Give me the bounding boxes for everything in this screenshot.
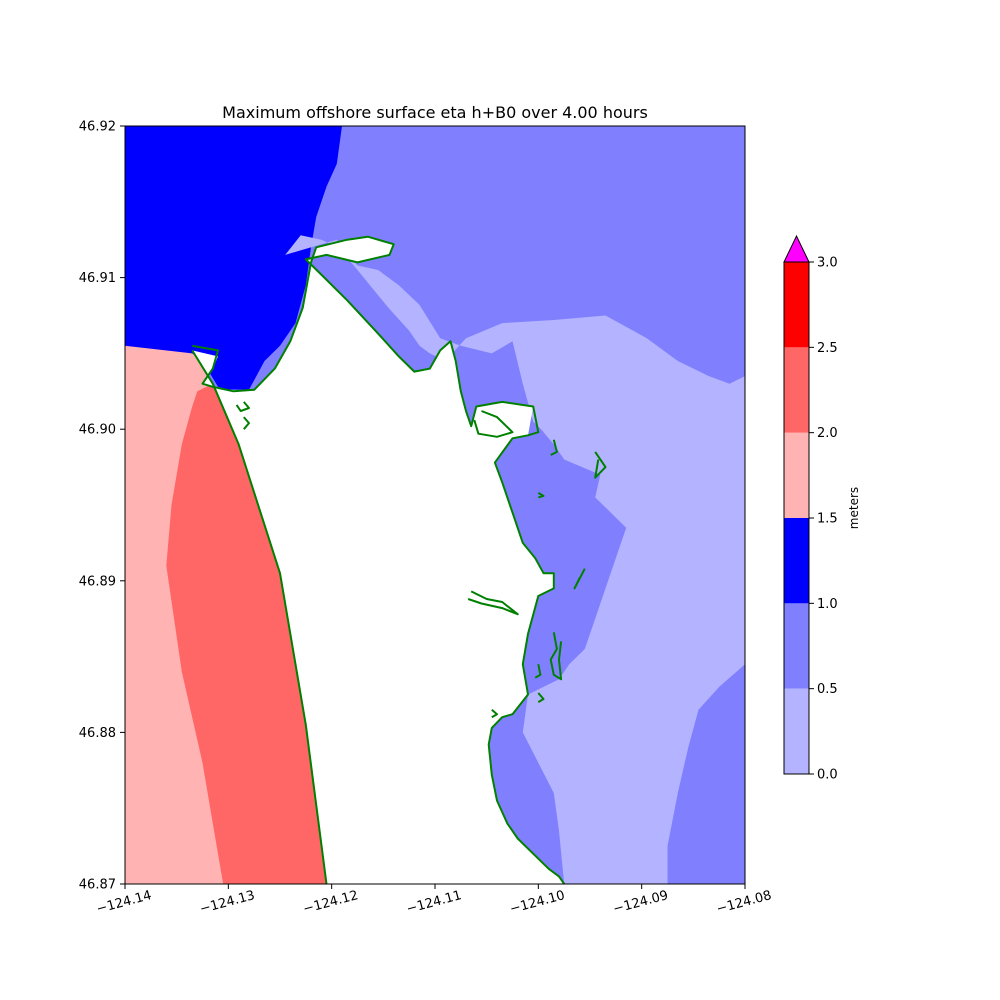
- shoreline-segment-7: [550, 439, 558, 456]
- y-tick-label: 46.87: [79, 878, 116, 893]
- shoreline-segment-9: [573, 568, 586, 590]
- y-tick-label: 46.88: [79, 726, 116, 741]
- y-tick-label: 46.92: [79, 120, 116, 135]
- y-tick-label: 46.91: [79, 271, 116, 286]
- x-tick-label: −124.12: [302, 888, 360, 917]
- x-tick-label: −124.08: [715, 888, 773, 917]
- colorbar-tick-label: 0.5: [817, 682, 838, 697]
- colorbar: 0.0 0.5 1.0 1.5 2.0 2.5 3.0: [783, 234, 838, 783]
- colorbar-segment: [784, 603, 809, 689]
- shoreline-segment-4: [235, 401, 250, 412]
- shoreline-contour: [191, 235, 607, 884]
- colorbar-tick-label: 0.0: [817, 768, 838, 783]
- shoreline-segment-6: [537, 492, 545, 499]
- shoreline-segment-10: [549, 632, 563, 681]
- colorbar-tick-label: 2.0: [817, 426, 838, 441]
- colorbar-label: meters: [847, 487, 861, 529]
- x-tick-label: −124.10: [508, 888, 566, 917]
- region-bay-dark-blue: [125, 126, 342, 392]
- colorbar-segment: [784, 347, 809, 433]
- shoreline-segment-12: [491, 708, 498, 719]
- shoreline-segment-2: [473, 410, 514, 438]
- colorbar-extend-arrow: [783, 234, 810, 263]
- y-axis: 46.87 46.88 46.89 46.90 46.91 46.92: [79, 120, 125, 893]
- region-ocean-red: [166, 383, 327, 884]
- chart-title: Maximum offshore surface eta h+B0 over 4…: [222, 103, 648, 122]
- map-regions: [125, 126, 745, 884]
- shoreline-segment-13: [534, 664, 542, 679]
- y-tick-label: 46.90: [79, 423, 116, 438]
- shoreline-segment-11: [537, 692, 545, 703]
- colorbar-tick-label: 1.0: [817, 597, 838, 612]
- colorbar-segment: [784, 262, 809, 348]
- colorbar-tick-label: 2.5: [817, 341, 838, 356]
- colorbar-segment: [784, 688, 809, 774]
- x-tick-label: −124.11: [405, 888, 463, 917]
- colorbar-segment: [784, 518, 809, 604]
- y-tick-label: 46.89: [79, 574, 116, 589]
- x-tick-label: −124.13: [198, 888, 256, 917]
- x-tick-label: −124.09: [612, 888, 670, 917]
- colorbar-segment: [784, 432, 809, 518]
- shoreline-segment-8: [594, 451, 607, 479]
- shoreline-segment-3: [467, 590, 519, 616]
- region-land: [192, 236, 565, 884]
- shoreline-segment-1: [191, 349, 328, 884]
- shoreline-segment-5: [243, 416, 250, 430]
- colorbar-tick-label: 3.0: [817, 256, 838, 271]
- x-axis: −124.14 −124.13 −124.12 −124.11 −124.10 −124.…: [95, 884, 773, 917]
- shoreline-segment-0: [192, 235, 566, 884]
- region-bay-light-patch: [285, 235, 745, 884]
- colorbar-tick-label: 1.5: [817, 512, 838, 527]
